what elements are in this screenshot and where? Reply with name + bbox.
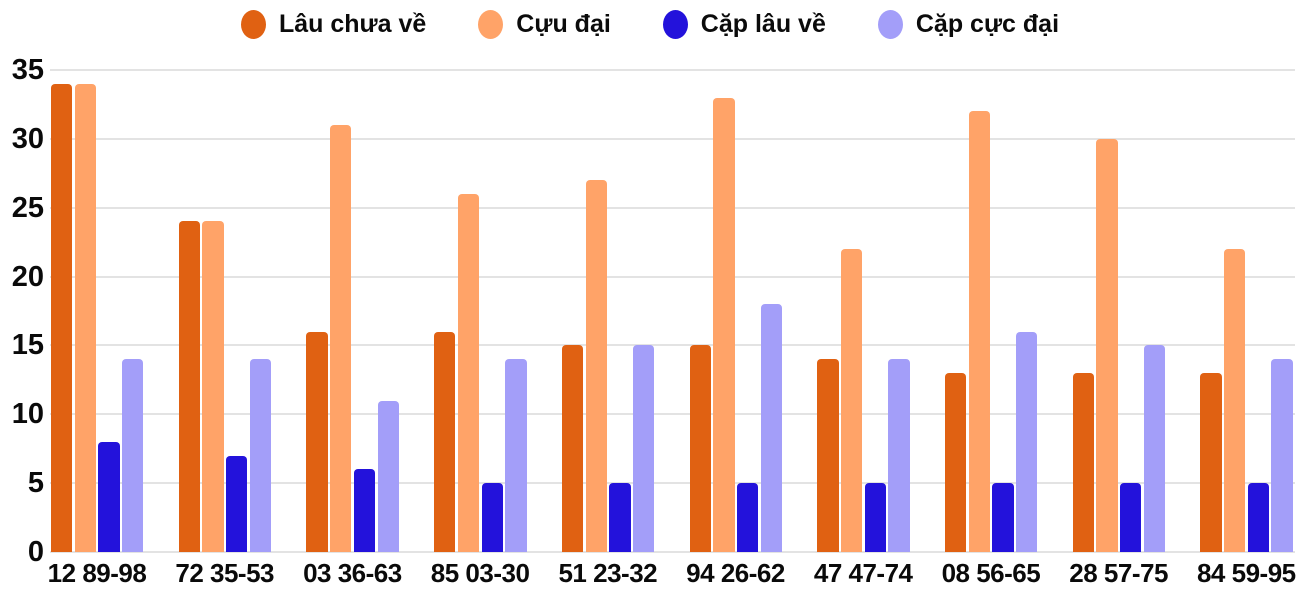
bar-cặp-lâu-về-47-47-74[interactable] [864,483,886,552]
chart-legend: Lâu chưa về Cựu đại Cặp lâu về Cặp cực đại [0,2,1300,46]
bar-lâu-chưa-về-47-47-74[interactable] [817,359,839,552]
gridline-30 [50,137,1295,140]
y-tick-label: 25 [11,191,44,224]
x-tick-label: 47 47-74 [813,558,913,588]
legend-label: Cặp cực đại [915,9,1060,38]
bar-lâu-chưa-về-72-35-53[interactable] [178,221,201,552]
legend-marker-icon [662,9,688,39]
x-tick-label: 08 56-65 [941,558,1041,588]
bar-cựu-đại-84-59-95[interactable] [1224,249,1246,552]
legend-marker-icon [240,9,266,39]
bar-cựu-đại-72-35-53[interactable] [202,221,224,552]
legend-marker-icon [877,9,903,39]
gridline-25 [50,206,1295,209]
bar-cặp-lâu-về-12-89-98[interactable] [98,441,120,552]
gridline-5 [50,482,1295,485]
x-tick-label: 85 03-30 [430,558,530,588]
y-tick-label: 20 [11,260,44,293]
bar-cặp-cực-đại-85-03-30[interactable] [505,359,527,552]
y-tick-label: 15 [11,329,44,362]
bar-cựu-đại-03-36-63[interactable] [330,125,352,552]
x-tick-label: 03 36-63 [303,558,402,588]
bar-cựu-đại-12-89-98[interactable] [74,83,97,552]
bar-cặp-cực-đại-12-89-98[interactable] [122,359,144,552]
legend-label: Cựu đại [516,9,611,38]
x-tick-label: 84 59-95 [1196,558,1296,588]
gridline-0 [50,551,1295,553]
bar-cặp-lâu-về-51-23-32[interactable] [609,483,631,552]
y-tick-label: 10 [11,398,44,431]
x-tick-label: 12 89-98 [47,558,147,588]
y-tick-label: 0 [27,536,44,568]
bar-cựu-đại-28-57-75[interactable] [1096,138,1118,552]
bar-lâu-chưa-về-84-59-95[interactable] [1200,372,1222,552]
x-tick-label: 72 35-53 [175,558,275,588]
bar-cặp-lâu-về-03-36-63[interactable] [353,469,376,552]
bar-lâu-chưa-về-03-36-63[interactable] [306,331,328,552]
gridline-15 [50,344,1295,347]
bar-lâu-chưa-về-85-03-30[interactable] [434,331,456,552]
bar-cựu-đại-94-26-62[interactable] [713,97,735,552]
y-tick-label: 35 [11,54,44,86]
gridline-20 [50,275,1295,278]
bar-cặp-cực-đại-08-56-65[interactable] [1016,331,1038,552]
bar-lâu-chưa-về-08-56-65[interactable] [944,372,967,552]
legend-item-0[interactable]: Lâu chưa về [240,9,427,39]
y-tick-label: 30 [11,122,44,155]
bar-cựu-đại-51-23-32[interactable] [585,180,607,552]
bar-lâu-chưa-về-51-23-32[interactable] [561,345,584,552]
legend-item-2[interactable]: Cặp lâu về [662,9,826,39]
bar-lâu-chưa-về-28-57-75[interactable] [1072,372,1094,552]
bar-cựu-đại-47-47-74[interactable] [840,249,863,552]
legend-label: Cặp lâu về [700,9,826,38]
bar-cặp-lâu-về-08-56-65[interactable] [992,483,1014,552]
bar-cặp-cực-đại-84-59-95[interactable] [1271,359,1293,552]
bar-cặp-lâu-về-72-35-53[interactable] [226,455,248,552]
bar-cặp-cực-đại-94-26-62[interactable] [760,304,782,552]
plot-area [50,69,1295,553]
bar-cựu-đại-08-56-65[interactable] [968,111,990,552]
bar-lâu-chưa-về-94-26-62[interactable] [689,345,711,552]
legend-marker-icon [478,9,504,39]
legend-item-3[interactable]: Cặp cực đại [877,9,1060,39]
bar-cặp-cực-đại-47-47-74[interactable] [888,359,910,552]
bar-cặp-lâu-về-28-57-75[interactable] [1120,483,1142,552]
bar-cựu-đại-85-03-30[interactable] [457,193,480,552]
bar-cặp-lâu-về-84-59-95[interactable] [1247,483,1270,552]
gridline-35 [50,69,1295,71]
bar-cặp-lâu-về-85-03-30[interactable] [481,483,503,552]
x-tick-label: 51 23-32 [558,558,658,588]
bar-cặp-cực-đại-51-23-32[interactable] [632,345,655,552]
bar-lâu-chưa-về-12-89-98[interactable] [51,83,73,552]
x-tick-label: 94 26-62 [686,558,785,588]
legend-item-1[interactable]: Cựu đại [478,9,611,39]
bar-cặp-cực-đại-28-57-75[interactable] [1143,345,1166,552]
y-tick-label: 5 [27,467,44,500]
bar-cặp-lâu-về-94-26-62[interactable] [736,483,759,552]
x-tick-label: 28 57-75 [1069,558,1168,588]
bar-cặp-cực-đại-03-36-63[interactable] [377,400,399,552]
gridline-10 [50,413,1295,416]
bar-cặp-cực-đại-72-35-53[interactable] [249,359,272,552]
legend-label: Lâu chưa về [278,9,427,38]
